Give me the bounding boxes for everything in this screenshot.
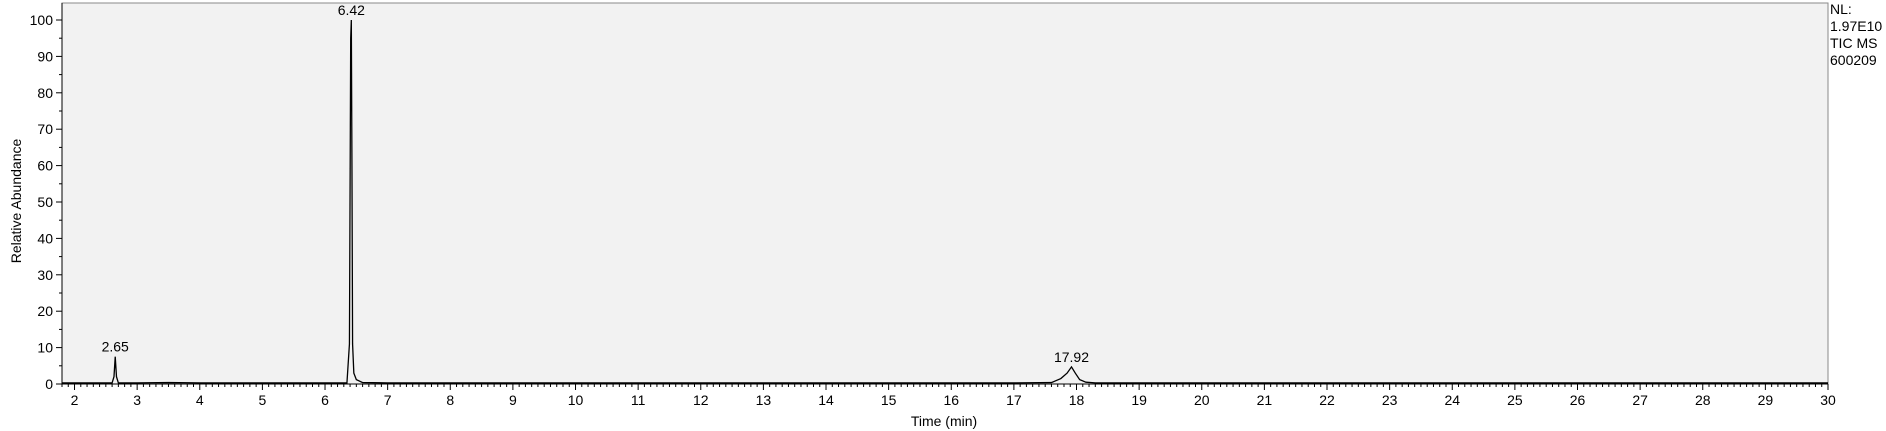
x-tick-label: 21 — [1257, 392, 1273, 408]
y-tick-label: 60 — [37, 158, 53, 174]
y-tick-label: 90 — [37, 48, 53, 64]
x-tick-label: 22 — [1319, 392, 1335, 408]
info-nl-value: 1.97E10 — [1830, 18, 1882, 34]
x-tick-label: 7 — [384, 392, 392, 408]
x-tick-label: 26 — [1570, 392, 1586, 408]
y-tick-label: 0 — [45, 376, 53, 392]
x-tick-label: 23 — [1382, 392, 1398, 408]
y-tick-label: 100 — [30, 12, 54, 28]
x-tick-label: 25 — [1507, 392, 1523, 408]
x-tick-label: 24 — [1444, 392, 1460, 408]
y-tick-label: 10 — [37, 340, 53, 356]
y-tick-label: 30 — [37, 267, 53, 283]
x-tick-label: 3 — [133, 392, 141, 408]
y-tick-label: 20 — [37, 303, 53, 319]
x-axis-label: Time (min) — [911, 413, 977, 429]
x-tick-label: 5 — [258, 392, 266, 408]
x-tick-label: 15 — [881, 392, 897, 408]
x-tick-label: 13 — [756, 392, 772, 408]
tic-trace-line — [62, 19, 1828, 384]
x-axis: 2 3 4 5 6 7 8 9 10 11 12 13 14 15 16 17 18 19 20 21 22 23 24 25… — [61, 383, 1836, 408]
x-tick-label: 14 — [818, 392, 834, 408]
x-tick-label: 28 — [1695, 392, 1711, 408]
x-tick-label: 11 — [631, 392, 646, 408]
peak-label: 6.42 — [338, 2, 365, 18]
x-tick-label: 18 — [1069, 392, 1085, 408]
x-tick-label: 4 — [196, 392, 204, 408]
y-tick-label: 80 — [37, 85, 53, 101]
y-axis: 0 10 20 30 40 50 60 70 80 90 100 — [30, 3, 63, 392]
x-tick-label: 16 — [943, 392, 959, 408]
peak-labels: 2.65 6.42 17.92 — [102, 2, 1090, 365]
y-tick-label: 70 — [37, 121, 53, 137]
x-tick-label: 19 — [1131, 392, 1147, 408]
x-tick-label: 12 — [693, 392, 709, 408]
x-tick-label: 8 — [446, 392, 454, 408]
plot-area — [61, 2, 1829, 385]
x-tick-label: 10 — [568, 392, 584, 408]
info-nl-label: NL: — [1830, 1, 1852, 17]
y-tick-label: 40 — [37, 230, 53, 246]
x-tick-label: 6 — [321, 392, 329, 408]
y-tick-label: 50 — [37, 194, 53, 210]
x-tick-label: 27 — [1632, 392, 1648, 408]
x-tick-label: 30 — [1820, 392, 1836, 408]
x-tick-label: 20 — [1194, 392, 1210, 408]
peak-label: 17.92 — [1054, 349, 1089, 365]
info-panel: NL: 1.97E10 TIC MS 600209 — [1830, 1, 1882, 68]
info-file-id: 600209 — [1830, 52, 1877, 68]
info-scan-filter: TIC MS — [1830, 35, 1877, 51]
x-tick-label: 17 — [1006, 392, 1022, 408]
x-tick-label: 2 — [71, 392, 79, 408]
y-axis-label: Relative Abundance — [8, 139, 24, 264]
peak-label: 2.65 — [102, 339, 129, 355]
x-tick-label: 9 — [509, 392, 517, 408]
x-tick-label: 29 — [1758, 392, 1774, 408]
